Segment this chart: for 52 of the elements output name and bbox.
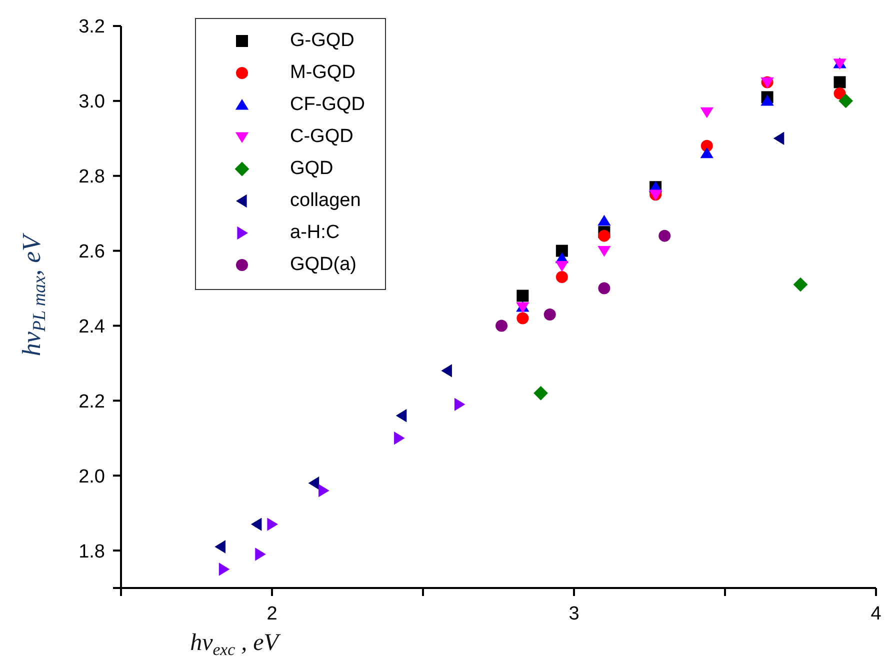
legend-label: C-GQD: [290, 126, 354, 148]
point: [318, 484, 330, 498]
point: [534, 386, 548, 400]
point: [773, 132, 784, 145]
point: [834, 76, 846, 88]
y-tick-label: 3.0: [78, 92, 105, 113]
x-axis-title: hν$_{exc}$ , eV: [190, 630, 281, 658]
y-tick-label: 2.6: [78, 242, 105, 263]
point: [516, 290, 529, 302]
point: [544, 308, 556, 320]
point: [308, 476, 320, 490]
point: [394, 432, 405, 445]
legend-label: M-GQD: [290, 62, 356, 84]
point: [255, 548, 266, 561]
y-tick-label: 2.8: [78, 166, 105, 188]
y-tick-label: 1.8: [78, 541, 105, 562]
x-tick-label: 2: [266, 603, 278, 624]
point: [700, 147, 714, 158]
point: [250, 518, 262, 531]
legend-label: a-H:C: [290, 222, 340, 244]
point: [556, 271, 568, 284]
point: [760, 94, 774, 106]
legend-label: CF-GQD: [290, 94, 365, 116]
point: [218, 562, 230, 576]
point: [598, 230, 610, 242]
legend-label: GQD: [290, 158, 334, 180]
point: [214, 540, 226, 554]
point: [598, 214, 611, 226]
x-tick-label: 4: [870, 603, 882, 624]
legend-label: GQD(a): [290, 254, 356, 276]
point: [700, 107, 714, 118]
point: [793, 277, 808, 292]
point: [556, 244, 568, 257]
point: [555, 260, 569, 272]
point: [598, 246, 611, 257]
point: [516, 312, 529, 324]
x-tick-label: 3: [568, 603, 580, 624]
point: [658, 230, 671, 242]
point: [838, 94, 853, 108]
point: [834, 87, 846, 100]
legend-label: collagen: [290, 190, 361, 212]
legend-label: G-GQD: [290, 30, 354, 52]
y-tick-label: 2.0: [78, 466, 105, 488]
point: [267, 518, 278, 531]
y-tick-label: 3.2: [78, 16, 105, 38]
point: [496, 320, 508, 332]
point: [454, 398, 466, 412]
y-tick-label: 2.4: [78, 316, 106, 338]
point: [441, 364, 452, 378]
y-tick-label: 2.2: [78, 391, 105, 412]
point: [598, 282, 610, 294]
point: [396, 409, 407, 422]
